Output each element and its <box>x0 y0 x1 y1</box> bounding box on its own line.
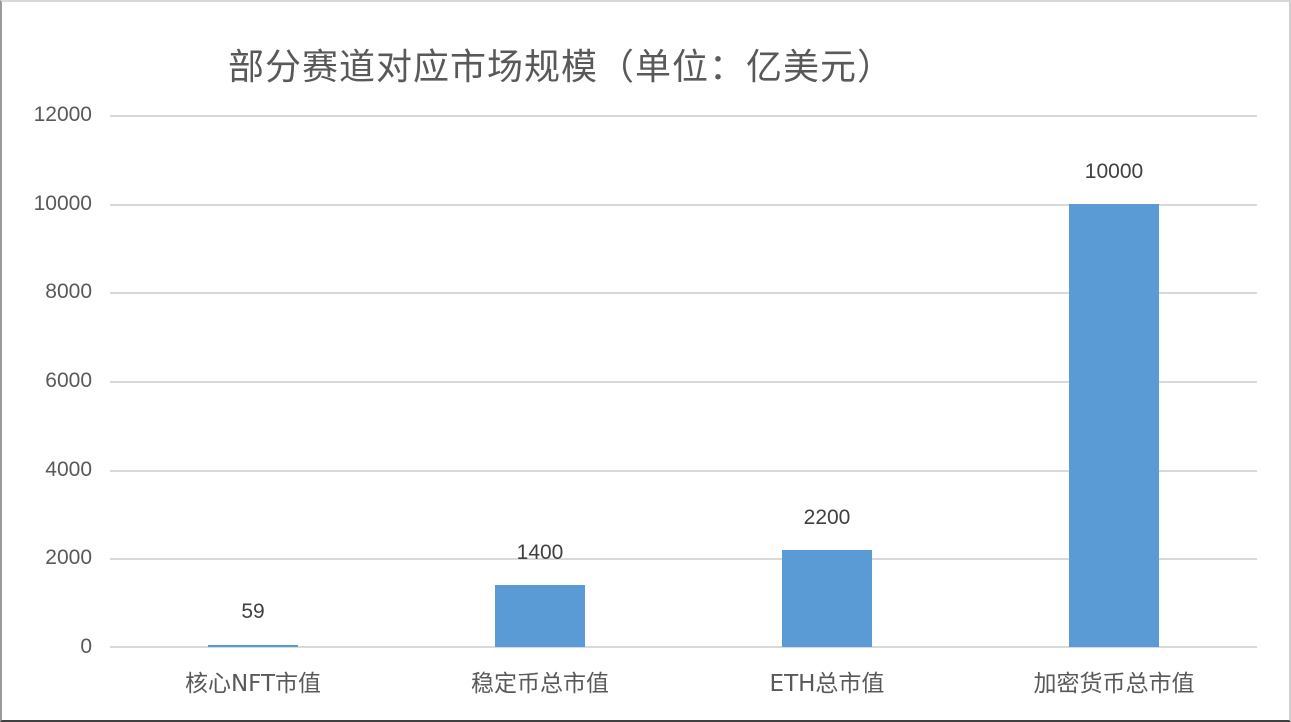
x-label-nft: 核心NFT市值 <box>184 671 322 697</box>
y-tick-10000: 10000 <box>33 192 92 215</box>
data-label-nft: 59 <box>241 600 265 623</box>
y-tick-12000: 12000 <box>33 103 92 126</box>
gridline-0 <box>110 646 1257 648</box>
x-label-crypto-total: 加密货币总市值 <box>1033 671 1195 697</box>
y-tick-2000: 2000 <box>45 546 92 569</box>
bar-nft <box>208 645 298 647</box>
y-tick-6000: 6000 <box>45 369 92 392</box>
gridline-6000 <box>110 381 1257 383</box>
gridline-10000 <box>110 204 1257 206</box>
data-label-eth: 2200 <box>803 506 851 529</box>
bar-eth <box>782 550 872 647</box>
x-label-eth: ETH总市值 <box>769 671 885 697</box>
y-tick-0: 0 <box>80 635 92 658</box>
data-label-crypto-total: 10000 <box>1084 160 1144 183</box>
y-tick-8000: 8000 <box>45 280 92 303</box>
gridline-2000 <box>110 558 1257 560</box>
x-label-stablecoin: 稳定币总市值 <box>471 671 609 697</box>
gridline-8000 <box>110 292 1257 294</box>
bar-stablecoin <box>495 585 585 647</box>
chart-title: 部分赛道对应市场规模（单位：亿美元） <box>228 47 895 88</box>
data-label-stablecoin: 1400 <box>516 541 564 564</box>
y-tick-4000: 4000 <box>45 458 92 481</box>
bar-crypto-total <box>1069 204 1159 647</box>
gridline-12000 <box>110 115 1257 117</box>
gridline-4000 <box>110 470 1257 472</box>
